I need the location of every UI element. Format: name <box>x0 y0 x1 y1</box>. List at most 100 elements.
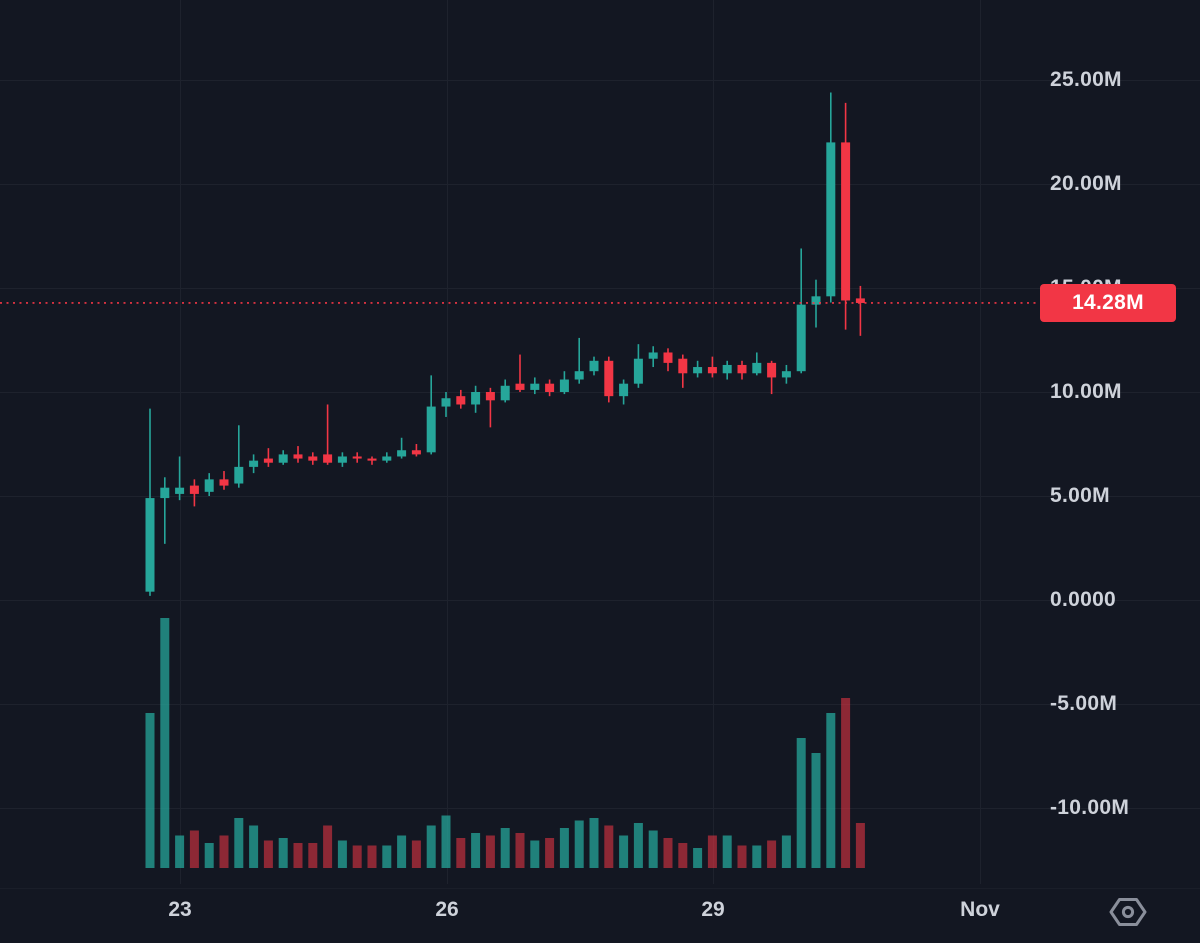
volume-bar <box>293 843 303 868</box>
candle-body <box>589 360 599 372</box>
candle-body <box>323 454 333 463</box>
volume-bar <box>796 738 806 868</box>
volume-bar <box>530 840 540 868</box>
volume-bar <box>545 838 555 868</box>
price-tick-label: -10.00M <box>1050 796 1130 819</box>
volume-bar <box>707 835 717 868</box>
candle-body <box>619 383 629 397</box>
watermark[interactable] <box>1106 894 1150 930</box>
volume-bar <box>752 845 762 868</box>
volume-bar <box>589 818 599 868</box>
volume-bar <box>426 825 436 868</box>
candle-body <box>204 479 214 492</box>
price-tick-label: 0.0000 <box>1050 588 1117 611</box>
time-tick-label: 29 <box>701 898 725 921</box>
volume-bar <box>382 845 392 868</box>
candle-body <box>367 458 377 461</box>
volume-bar <box>249 825 259 868</box>
candle-body <box>175 487 185 494</box>
candle-body <box>752 362 762 374</box>
candle-body <box>219 479 229 486</box>
candle-body <box>456 396 466 405</box>
last-price-label: 14.28M <box>1040 283 1176 322</box>
candle-body <box>263 458 273 463</box>
volume-bar <box>456 838 466 868</box>
candle-body <box>234 466 244 484</box>
volume-bar <box>352 845 362 868</box>
candle-body <box>278 454 288 463</box>
volume-bar <box>500 828 510 868</box>
candle-body <box>352 456 362 459</box>
volume-bar <box>160 618 170 868</box>
volume-bar <box>175 835 185 868</box>
volume-bar <box>397 835 407 868</box>
candle-body <box>485 392 495 401</box>
volume-bar <box>263 840 273 868</box>
candle-body <box>722 364 732 374</box>
volume-bar <box>781 835 791 868</box>
candle-body <box>678 358 688 374</box>
volume-bar <box>693 848 703 868</box>
volume-bar <box>411 840 421 868</box>
candle-body <box>530 383 540 390</box>
candle-body <box>574 371 584 380</box>
volume-bar <box>441 815 451 868</box>
volume-bar <box>367 845 377 868</box>
candle-body <box>397 450 407 457</box>
volume-bar <box>485 835 495 868</box>
candle-body <box>145 498 155 592</box>
candle-body <box>471 392 481 405</box>
candle-body <box>693 367 703 374</box>
volume-bar <box>841 698 851 868</box>
candle-body <box>767 362 777 378</box>
volume-bar <box>574 820 584 868</box>
volume-bar <box>678 843 688 868</box>
candle-body <box>441 398 451 407</box>
price-axis[interactable]: 25.00M20.00M15.00M10.00M5.00M0.0000-5.00… <box>0 0 1200 884</box>
volume-bar <box>619 835 629 868</box>
volume-bar <box>308 843 318 868</box>
time-tick-label: Nov <box>960 898 1000 921</box>
volume-bar <box>337 840 347 868</box>
volume-bar <box>737 845 747 868</box>
candle-body <box>515 383 525 390</box>
time-tick-label: 26 <box>435 898 459 921</box>
price-tick-label: 20.00M <box>1050 172 1122 195</box>
volume-bar <box>515 833 525 868</box>
candle-body <box>633 358 643 384</box>
candle-body <box>249 460 259 467</box>
time-tick-label: 23 <box>168 898 192 921</box>
volume-bar <box>648 830 658 868</box>
candle-body <box>500 385 510 401</box>
candle-body <box>855 298 865 303</box>
time-axis[interactable]: 23 26 29 Nov <box>0 888 1200 943</box>
candle-body <box>663 352 673 363</box>
price-tick-label: 25.00M <box>1050 68 1122 91</box>
candle-body <box>411 450 421 455</box>
volume-bar <box>145 713 155 868</box>
candle-body <box>382 456 392 461</box>
candle-body <box>811 296 821 305</box>
candle-body <box>604 360 614 397</box>
volume-bar <box>604 825 614 868</box>
hexagon-eye-icon <box>1109 898 1147 926</box>
volume-bar <box>189 830 199 868</box>
candle-body <box>841 142 851 301</box>
candle-body <box>559 379 569 392</box>
volume-bar <box>234 818 244 868</box>
candle-body <box>189 485 199 494</box>
candle-body <box>796 304 806 372</box>
volume-bar <box>663 838 673 868</box>
volume-bar <box>826 713 836 868</box>
volume-bar <box>811 753 821 868</box>
price-tick-label: 10.00M <box>1050 380 1122 403</box>
candle-body <box>545 383 555 392</box>
volume-bar <box>323 825 333 868</box>
price-tick-label: 5.00M <box>1050 484 1110 507</box>
candle-body <box>648 352 658 359</box>
candle-body <box>308 456 318 461</box>
volume-bar <box>633 823 643 868</box>
price-tick-label: -5.00M <box>1050 692 1118 715</box>
